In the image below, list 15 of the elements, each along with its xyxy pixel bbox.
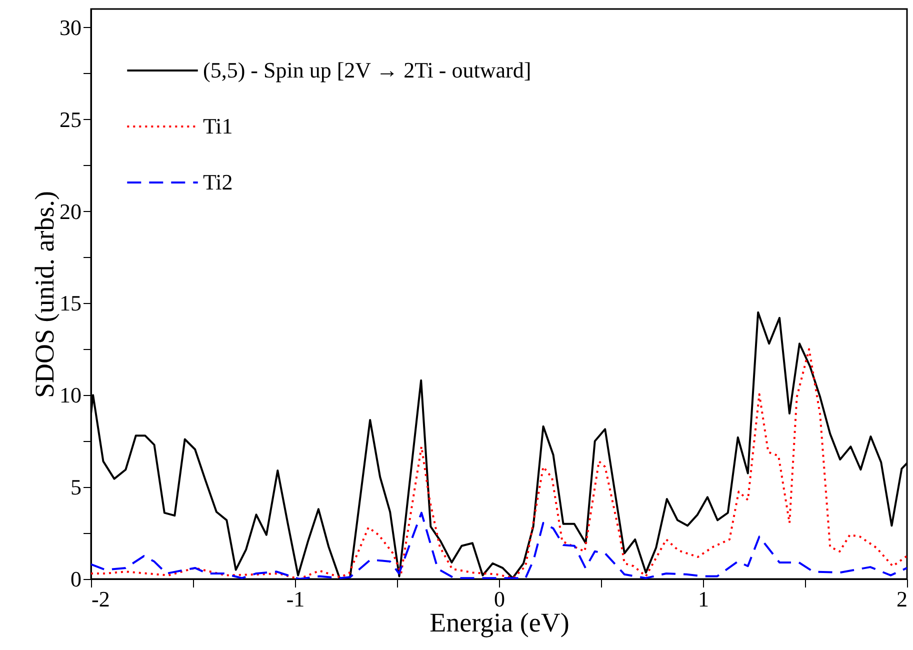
y-tick-label: 0 — [70, 566, 82, 592]
y-axis-title: SDOS (unid. arbs.) — [30, 191, 60, 398]
y-tick-label: 25 — [60, 106, 82, 132]
y-tick-label: 30 — [60, 14, 82, 40]
y-tick-label: 5 — [70, 474, 82, 500]
legend-label: Ti1 — [203, 114, 233, 138]
x-tick-label: -2 — [92, 586, 110, 612]
y-tick-label: 10 — [60, 382, 82, 408]
x-tick-label: -1 — [286, 586, 305, 612]
x-tick-label: 1 — [698, 586, 709, 612]
legend-label: Ti2 — [203, 170, 233, 194]
y-tick-label: 20 — [60, 198, 82, 224]
legend-label: (5,5) - Spin up [2V → 2Ti - outward] — [203, 58, 532, 82]
x-tick-label: 2 — [896, 586, 908, 612]
y-tick-label: 15 — [60, 290, 82, 316]
